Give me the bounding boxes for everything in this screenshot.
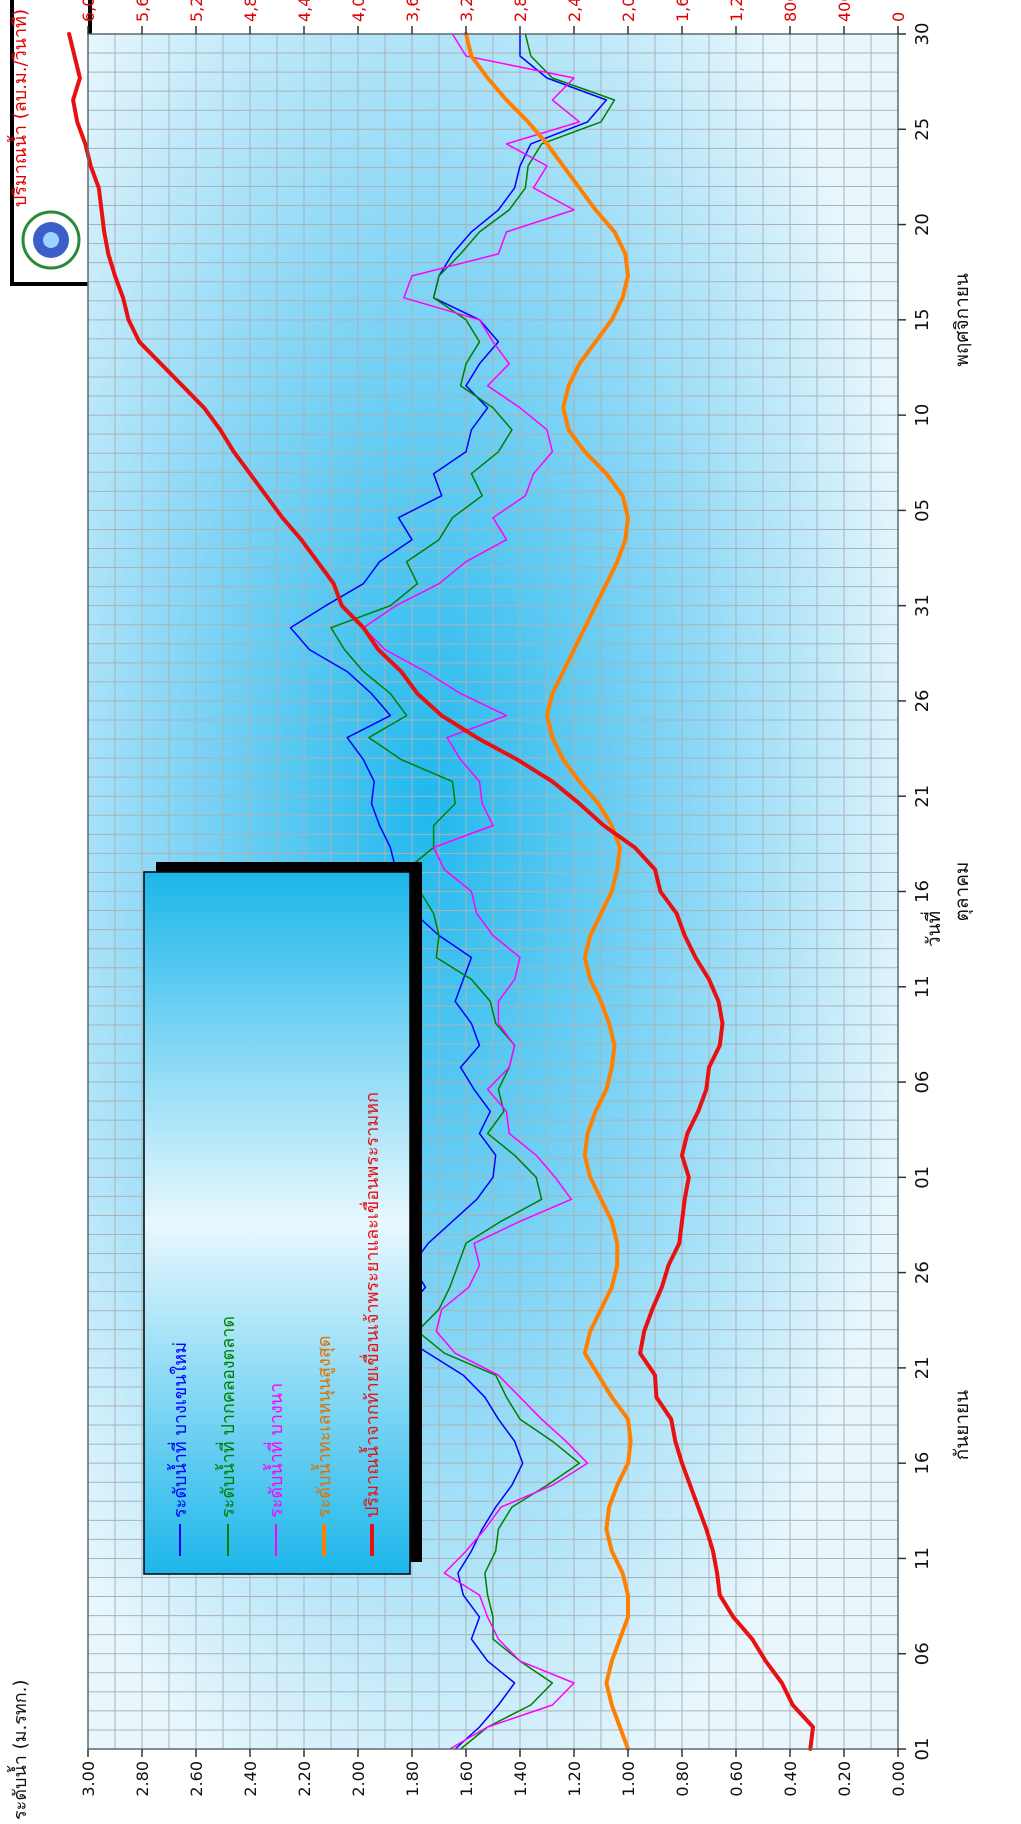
left-tick-label: 0.80: [673, 1761, 692, 1797]
x-tick-label: 26: [912, 1261, 933, 1284]
right-tick-label: 400: [835, 0, 854, 22]
right-tick-label: 6,000: [79, 0, 98, 22]
x-tick-label: 16: [912, 880, 933, 903]
left-tick-label: 0.60: [727, 1761, 746, 1797]
left-tick-label: 0.20: [835, 1761, 854, 1797]
right-tick-label: 1,600: [673, 0, 692, 22]
series-line-5: [67, 32, 815, 1751]
x-tick-label: 21: [912, 785, 933, 808]
right-tick-label: 5,600: [133, 0, 152, 22]
left-tick-label: 3.00: [79, 1761, 98, 1797]
rotated-chart-group: 0.00 0.20 0.40 0.60 0.80 1.00 1.20 1.40 1.60 1.80…: [7, 0, 974, 1820]
right-tick-label: 4,000: [349, 0, 368, 22]
x-tick-label: 20: [912, 213, 933, 236]
x-tick-label: 01: [912, 1166, 933, 1189]
legend-items: ระดับน้ำที่ บางเขนใหม่ ระดับน้ำที่ ปากคลอ…: [167, 1092, 383, 1556]
right-tick-label: 2,400: [565, 0, 584, 22]
month-label: พฤศจิกายน: [951, 273, 973, 367]
right-tick-label: 3,200: [457, 0, 476, 22]
series-line-3: [362, 33, 589, 1750]
x-tick-label: 16: [912, 1452, 933, 1475]
left-tick-label: 0.40: [781, 1761, 800, 1797]
right-tick-label: 2,800: [511, 0, 530, 22]
x-tick-label: 01: [912, 1738, 933, 1761]
left-tick-label: 1.40: [511, 1761, 530, 1797]
legend-label: ระดับน้ำที่ บางนา: [263, 1383, 287, 1518]
left-tick-label: 1.20: [565, 1761, 584, 1797]
left-tick-label: 1.80: [403, 1761, 422, 1797]
month-label: ตุลาคม: [951, 862, 974, 922]
left-tick-label: 2.80: [133, 1761, 152, 1797]
left-axis-ticks: 0.00 0.20 0.40 0.60 0.80 1.00 1.20 1.40 1.60 1.80…: [79, 1749, 908, 1797]
legend-label: ระดับน้ำทะเลหนุนสูงสุด: [311, 1335, 335, 1518]
legend-label: ระดับน้ำที่ บางเขนใหม่: [167, 1342, 191, 1518]
legend: ระดับน้ำที่ บางเขนใหม่ ระดับน้ำที่ ปากคลอ…: [143, 862, 422, 1575]
x-tick-label: 06: [912, 1642, 933, 1665]
legend-box: [143, 871, 411, 1575]
right-tick-label: 4,400: [295, 0, 314, 22]
x-tick-label: 11: [912, 1547, 933, 1570]
month-labels: กันยายน ตุลาคม พฤศจิกายน: [951, 273, 974, 1460]
x-tick-label: 26: [912, 689, 933, 712]
left-tick-label: 2.60: [187, 1761, 206, 1797]
x-tick-label: 21: [912, 1356, 933, 1379]
x-tick-label: 06: [912, 1071, 933, 1094]
x-axis-label: วันที่: [920, 911, 945, 947]
legend-label: ปริมาณน้ำจากท้ายเขื่อนเจ้าพระยาและเขื่อน…: [359, 1092, 383, 1518]
left-tick-label: 0.00: [889, 1761, 908, 1797]
right-tick-label: 4,800: [241, 0, 260, 22]
left-tick-label: 1.60: [457, 1761, 476, 1797]
right-axis-ticks: 0 400 800 1,200 1,600 2,000 2,400 2,800 3,200 3,6…: [79, 0, 908, 34]
left-axis-label: ระดับน้ำ (ม.รทก.): [7, 1680, 31, 1820]
x-tick-label: 31: [912, 594, 933, 617]
right-tick-label: 3,600: [403, 0, 422, 22]
left-tick-label: 2.00: [349, 1761, 368, 1797]
legend-label: ระดับน้ำที่ ปากคลองตลาด: [215, 1316, 239, 1518]
x-tick-label: 30: [912, 23, 933, 46]
x-tick-label: 15: [912, 308, 933, 331]
right-tick-label: 0: [889, 12, 908, 22]
right-tick-label: 1,200: [727, 0, 746, 22]
left-tick-label: 1.00: [619, 1761, 638, 1797]
x-tick-label: 10: [912, 404, 933, 427]
right-tick-label: 5,200: [187, 0, 206, 22]
emblem-icon: [21, 210, 81, 270]
right-tick-label: 800: [781, 0, 800, 22]
x-axis-ticks: 01 06 11 16 21 26 01 06 11 16 21 26 31 05 10 15 20 25 30: [898, 23, 933, 1761]
x-tick-label: 11: [912, 975, 933, 998]
x-tick-label: 05: [912, 499, 933, 522]
left-tick-label: 2.40: [241, 1761, 260, 1797]
right-axis-label: ปริมาณน้ำ (ลบ.ม./วินาที): [7, 9, 31, 207]
month-label: กันยายน: [951, 1390, 973, 1460]
series-line-4: [464, 32, 633, 1751]
right-tick-label: 2,000: [619, 0, 638, 22]
x-tick-label: 25: [912, 118, 933, 141]
left-tick-label: 2.20: [295, 1761, 314, 1797]
